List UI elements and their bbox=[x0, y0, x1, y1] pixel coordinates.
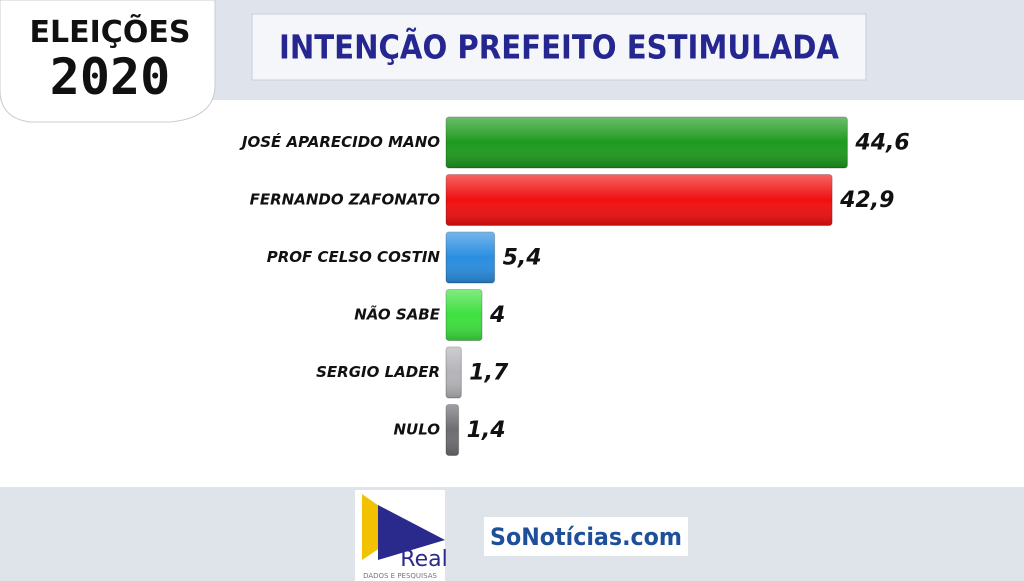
bar-shade bbox=[446, 347, 462, 398]
category-label: FERNANDO ZAFONATO bbox=[250, 191, 441, 209]
value-label: 1,7 bbox=[469, 361, 509, 386]
value-label: 4 bbox=[489, 303, 505, 328]
category-label: NULO bbox=[393, 421, 440, 439]
logo-year: 2020 bbox=[50, 48, 170, 106]
brand: Real bbox=[400, 547, 447, 572]
value-label: 44,6 bbox=[854, 131, 909, 156]
value-label: 5,4 bbox=[503, 246, 542, 271]
category-label: NÃO SABE bbox=[354, 305, 441, 324]
bar-shade bbox=[446, 404, 459, 456]
real-logo-shape bbox=[378, 505, 445, 560]
value-label: 42,9 bbox=[839, 188, 894, 213]
bar-shade bbox=[446, 174, 833, 226]
site-box bbox=[484, 517, 688, 556]
chart-title: INTENÇÃO PREFEITO ESTIMULADA bbox=[279, 27, 839, 67]
brand-tagline: DADOS E PESQUISAS bbox=[363, 572, 437, 580]
title-box bbox=[251, 13, 867, 81]
bar-shade bbox=[446, 232, 495, 283]
logo-badge bbox=[0, 0, 216, 123]
category-label: PROF CELSO COSTIN bbox=[267, 248, 441, 266]
bar-shade bbox=[446, 117, 848, 168]
bar-shade bbox=[446, 289, 482, 341]
site: SoNotícias.com bbox=[490, 523, 682, 551]
value-label: 1,4 bbox=[467, 418, 506, 443]
category-label: SERGIO LADER bbox=[316, 363, 440, 381]
logo-text: ELEIÇÕES bbox=[30, 13, 191, 50]
category-label: JOSÉ APARECIDO MANO bbox=[239, 132, 440, 151]
